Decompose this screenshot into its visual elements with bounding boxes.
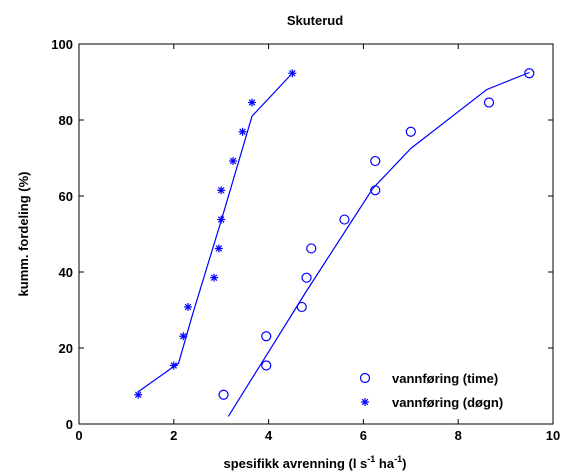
x-axis-label-end: ) — [402, 456, 406, 471]
x-tick-label: 4 — [265, 428, 273, 443]
legend-label-1: vannføring (døgn) — [392, 395, 503, 410]
data-point-series-1 — [217, 186, 226, 195]
data-point-series-1 — [169, 361, 178, 370]
legend-marker-1 — [361, 398, 369, 406]
data-point-series-1 — [238, 127, 247, 136]
data-point-series-0 — [524, 68, 535, 79]
data-point-series-0 — [261, 360, 272, 371]
data-point-series-1 — [210, 273, 219, 282]
y-tick-label: 80 — [59, 113, 73, 128]
x-axis-label-exp1: -1 — [367, 454, 375, 464]
x-tick-label: 8 — [455, 428, 462, 443]
x-tick-label: 10 — [546, 428, 560, 443]
legend: vannføring (time) vannføring (døgn) — [359, 371, 503, 410]
data-point-series-1 — [214, 244, 223, 253]
data-point-series-0 — [339, 214, 350, 225]
data-point-series-0 — [301, 272, 312, 283]
y-tick-label: 0 — [66, 417, 73, 432]
x-tick-label: 0 — [75, 428, 82, 443]
data-point-series-1 — [217, 215, 226, 224]
plot-area — [78, 43, 554, 425]
legend-label-0: vannføring (time) — [392, 371, 498, 386]
data-point-series-1 — [229, 157, 238, 166]
data-point-series-0 — [483, 97, 495, 108]
x-tick-label: 2 — [170, 428, 177, 443]
data-point-series-0 — [261, 331, 272, 342]
x-axis-label-exp2: -1 — [394, 454, 402, 464]
legend-marker-0 — [359, 372, 371, 384]
y-tick-label: 100 — [51, 37, 73, 52]
data-point-series-0 — [306, 243, 317, 254]
x-tick-label: 6 — [360, 428, 367, 443]
y-axis-label: kumm. fordeling (%) — [16, 172, 31, 297]
y-tick-label: 60 — [59, 189, 73, 204]
data-point-series-0 — [405, 126, 416, 137]
data-point-series-0 — [370, 155, 381, 167]
x-axis-label-main: spesifikk avrenning (l s — [224, 456, 368, 471]
data-markers — [134, 68, 535, 400]
data-point-series-1 — [134, 390, 143, 399]
data-point-series-1 — [248, 98, 257, 107]
data-point-series-1 — [288, 69, 297, 78]
data-point-series-1 — [184, 302, 193, 311]
data-point-series-0 — [370, 185, 381, 196]
data-point-series-0 — [296, 301, 307, 313]
data-point-series-0 — [218, 389, 229, 400]
x-axis-label-mid: ha — [375, 456, 395, 471]
y-tick-label: 40 — [59, 265, 73, 280]
fit-line-series-0 — [227, 71, 530, 417]
x-axis-label: spesifikk avrenning (l s-1 ha-1) — [224, 454, 407, 471]
chart-title: Skuterud — [287, 13, 343, 28]
y-tick-label: 20 — [59, 341, 73, 356]
data-point-series-1 — [179, 332, 188, 341]
